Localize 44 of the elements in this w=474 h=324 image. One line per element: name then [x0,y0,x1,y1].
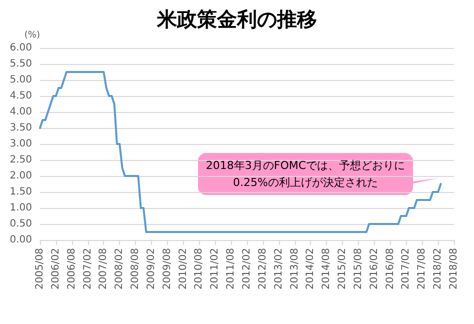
x-tick-label: 2016/08 [384,248,396,290]
y-axis-title: (%) [24,30,40,40]
x-tick-label: 2013/02 [273,248,284,290]
x-tick-label: 2010/02 [178,248,189,290]
x-tick-label: 2008/02 [114,248,126,290]
x-tick-label: 2015/08 [352,248,364,290]
x-tick-label: 2013/08 [289,248,300,290]
y-tick-label: 3.00 [10,138,32,150]
annotation: 2018年3月のFOMCでは、予想どおりに 0.25%の利上げが決定された [206,159,406,189]
y-tick-label: 5.50 [10,58,32,70]
y-tick-label: 1.00 [10,202,32,214]
x-tick-label: 2014/02 [305,248,316,290]
y-tick-label: 4.00 [10,106,32,118]
x-tick-label: 2012/02 [242,248,252,290]
x-tick-label: 2011/08 [226,248,237,290]
x-tick-label: 2012/08 [257,248,268,290]
line-series [39,71,442,233]
y-tick-label: 4.50 [10,90,32,102]
x-tick-label: 2017/02 [400,248,412,290]
y-tick-label: 5.00 [10,74,32,86]
x-tick-label: 2008/08 [130,248,142,290]
y-tick-label: 2.00 [10,170,32,182]
x-tick-label: 2005/08 [34,248,46,290]
y-tick-label: 0.50 [10,218,32,230]
y-tick-label: 1.50 [10,186,32,198]
x-tick-label: 2018/02 [432,248,444,290]
y-tick-label: 2.50 [10,154,32,166]
x-tick-label: 2017/08 [416,248,428,290]
x-tick-label: 2007/08 [98,248,110,290]
x-tick-label: 2010/08 [194,248,205,290]
chart-title: 米政策金利の推移 [156,7,317,31]
x-tick-label: 2006/02 [50,248,62,290]
x-tick-label: 2006/08 [66,248,78,290]
x-tick-label: 2014/08 [321,248,332,290]
x-tick-label: 2009/08 [162,248,173,290]
x-tick-label: 2016/02 [368,248,380,290]
x-tick-label: 2009/02 [146,248,157,290]
x-tick-label: 2015/02 [337,248,348,290]
x-tick-label: 2007/02 [82,248,94,290]
x-tick-label: 2011/02 [210,248,221,290]
y-tick-label: 0.00 [10,234,32,246]
y-tick-label: 3.50 [10,122,32,134]
y-tick-label: 6.00 [10,42,32,54]
x-tick-label: 2018/08 [448,248,460,290]
